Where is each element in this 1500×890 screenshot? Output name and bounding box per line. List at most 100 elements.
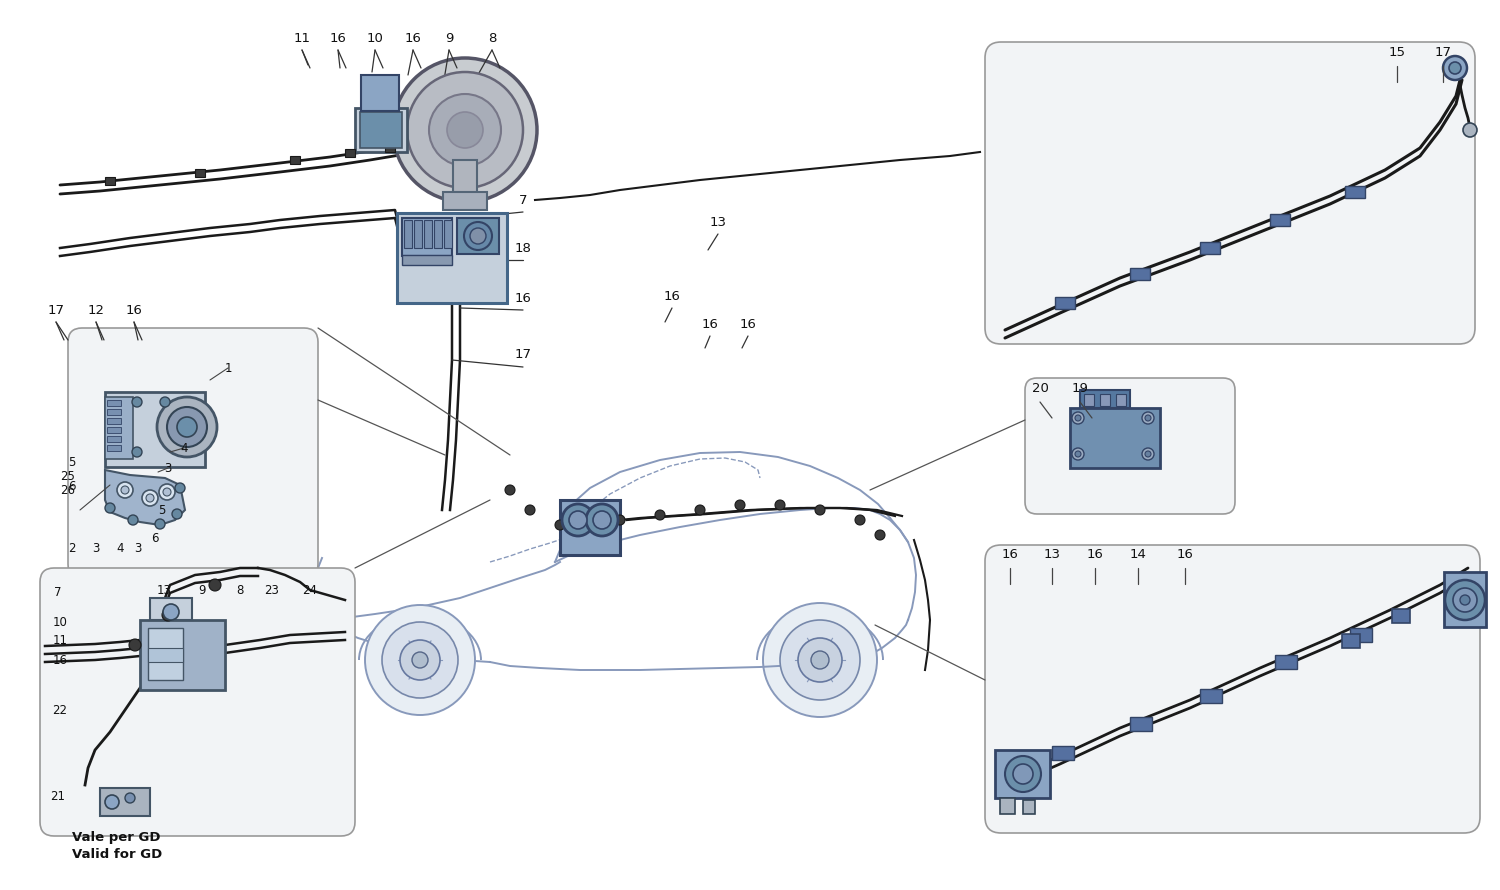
Circle shape — [1005, 756, 1041, 792]
Bar — [1070, 408, 1160, 468]
Text: 2: 2 — [69, 541, 76, 554]
Circle shape — [172, 509, 182, 519]
Bar — [414, 220, 422, 248]
Circle shape — [154, 519, 165, 529]
Bar — [404, 220, 412, 248]
Circle shape — [160, 397, 170, 407]
Text: 16: 16 — [514, 292, 531, 304]
Bar — [356, 108, 407, 152]
Bar — [1444, 572, 1486, 627]
Text: 10: 10 — [53, 616, 68, 628]
Bar — [1130, 717, 1152, 731]
Bar — [106, 400, 122, 406]
Text: 5: 5 — [159, 504, 165, 516]
Circle shape — [1443, 56, 1467, 80]
Bar — [105, 392, 206, 467]
Text: 26: 26 — [60, 483, 75, 497]
Text: 14: 14 — [1130, 547, 1146, 561]
Bar — [386, 144, 394, 152]
FancyBboxPatch shape — [68, 328, 318, 578]
Bar — [362, 75, 399, 111]
Bar — [360, 112, 402, 148]
Circle shape — [164, 488, 171, 496]
Text: 15: 15 — [1389, 45, 1406, 59]
Bar — [1200, 242, 1219, 254]
Text: 16: 16 — [1086, 547, 1104, 561]
Circle shape — [764, 603, 877, 717]
Circle shape — [735, 500, 746, 510]
Circle shape — [159, 484, 176, 500]
Bar — [402, 255, 451, 265]
Circle shape — [400, 640, 439, 680]
Circle shape — [1142, 448, 1154, 460]
Bar — [150, 598, 192, 620]
Bar — [148, 628, 183, 680]
Bar — [1054, 297, 1076, 309]
Text: 21: 21 — [51, 789, 66, 803]
Text: 16: 16 — [126, 303, 142, 317]
Bar — [1052, 746, 1074, 760]
Circle shape — [1013, 764, 1034, 784]
Circle shape — [1454, 588, 1478, 612]
Text: 16: 16 — [405, 31, 422, 44]
Circle shape — [615, 515, 626, 525]
Bar — [1275, 655, 1298, 669]
Bar — [1346, 186, 1365, 198]
Text: 7: 7 — [519, 193, 526, 206]
Bar — [560, 500, 620, 555]
Text: 12: 12 — [87, 303, 105, 317]
Text: 17: 17 — [514, 349, 531, 361]
Text: Vale per GD: Vale per GD — [72, 831, 160, 845]
Bar — [994, 750, 1050, 798]
Bar — [345, 149, 355, 157]
Text: 22: 22 — [53, 703, 68, 716]
Circle shape — [124, 793, 135, 803]
Circle shape — [694, 505, 705, 515]
Text: 4: 4 — [180, 441, 188, 455]
Polygon shape — [105, 470, 184, 525]
Text: 16: 16 — [663, 289, 681, 303]
Bar — [140, 620, 225, 690]
Circle shape — [855, 515, 865, 525]
Bar — [1100, 394, 1110, 406]
Text: 5: 5 — [69, 456, 75, 468]
Text: 19: 19 — [1071, 382, 1089, 394]
Text: 10: 10 — [366, 31, 384, 44]
Circle shape — [1144, 451, 1150, 457]
Bar — [106, 427, 122, 433]
Bar — [106, 445, 122, 451]
Bar — [1270, 214, 1290, 226]
Bar — [100, 788, 150, 816]
Text: 13: 13 — [156, 584, 171, 596]
Circle shape — [525, 505, 536, 515]
Circle shape — [105, 795, 118, 809]
Circle shape — [506, 485, 515, 495]
Circle shape — [1444, 580, 1485, 620]
Bar — [433, 220, 442, 248]
Text: 4: 4 — [117, 541, 124, 554]
Circle shape — [142, 490, 158, 506]
Circle shape — [1142, 412, 1154, 424]
Circle shape — [128, 515, 138, 525]
Circle shape — [592, 511, 610, 529]
Circle shape — [158, 397, 218, 457]
Circle shape — [568, 511, 586, 529]
Circle shape — [1144, 415, 1150, 421]
FancyBboxPatch shape — [986, 42, 1474, 344]
Circle shape — [162, 609, 174, 621]
Bar — [1084, 394, 1094, 406]
Circle shape — [812, 651, 830, 669]
Circle shape — [776, 500, 784, 510]
Bar — [105, 177, 116, 185]
Bar — [148, 648, 183, 662]
Bar — [1023, 800, 1035, 814]
Text: 16: 16 — [702, 318, 718, 330]
Circle shape — [562, 504, 594, 536]
Bar — [453, 160, 477, 200]
Circle shape — [382, 622, 458, 698]
Circle shape — [780, 620, 859, 700]
Circle shape — [798, 638, 842, 682]
Circle shape — [164, 604, 178, 620]
Circle shape — [1460, 595, 1470, 605]
Circle shape — [447, 112, 483, 148]
